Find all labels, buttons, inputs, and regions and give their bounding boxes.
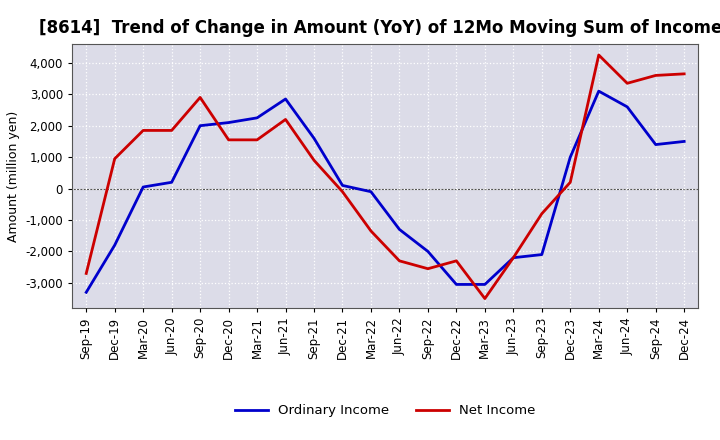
Net Income <box>509 255 518 260</box>
Net Income <box>253 137 261 143</box>
Net Income <box>82 271 91 276</box>
Ordinary Income <box>225 120 233 125</box>
Legend: Ordinary Income, Net Income: Ordinary Income, Net Income <box>230 399 541 423</box>
Net Income <box>623 81 631 86</box>
Net Income <box>139 128 148 133</box>
Ordinary Income <box>566 154 575 160</box>
Ordinary Income <box>509 255 518 260</box>
Ordinary Income <box>423 249 432 254</box>
Net Income <box>110 156 119 161</box>
Net Income <box>452 258 461 264</box>
Line: Net Income: Net Income <box>86 55 684 299</box>
Ordinary Income <box>680 139 688 144</box>
Net Income <box>566 180 575 185</box>
Net Income <box>395 258 404 264</box>
Net Income <box>310 158 318 163</box>
Ordinary Income <box>395 227 404 232</box>
Ordinary Income <box>452 282 461 287</box>
Net Income <box>282 117 290 122</box>
Net Income <box>652 73 660 78</box>
Net Income <box>680 71 688 77</box>
Ordinary Income <box>366 189 375 194</box>
Ordinary Income <box>338 183 347 188</box>
Ordinary Income <box>595 88 603 94</box>
Net Income <box>366 228 375 234</box>
Net Income <box>537 211 546 216</box>
Ordinary Income <box>110 242 119 248</box>
Ordinary Income <box>652 142 660 147</box>
Ordinary Income <box>480 282 489 287</box>
Ordinary Income <box>139 184 148 190</box>
Net Income <box>338 189 347 194</box>
Net Income <box>595 52 603 58</box>
Net Income <box>423 266 432 271</box>
Ordinary Income <box>537 252 546 257</box>
Ordinary Income <box>282 96 290 102</box>
Net Income <box>167 128 176 133</box>
Ordinary Income <box>310 136 318 141</box>
Y-axis label: Amount (million yen): Amount (million yen) <box>6 110 19 242</box>
Line: Ordinary Income: Ordinary Income <box>86 91 684 292</box>
Title: [8614]  Trend of Change in Amount (YoY) of 12Mo Moving Sum of Incomes: [8614] Trend of Change in Amount (YoY) o… <box>39 19 720 37</box>
Ordinary Income <box>253 115 261 121</box>
Net Income <box>196 95 204 100</box>
Ordinary Income <box>623 104 631 110</box>
Net Income <box>480 296 489 301</box>
Ordinary Income <box>167 180 176 185</box>
Ordinary Income <box>82 290 91 295</box>
Net Income <box>225 137 233 143</box>
Ordinary Income <box>196 123 204 128</box>
